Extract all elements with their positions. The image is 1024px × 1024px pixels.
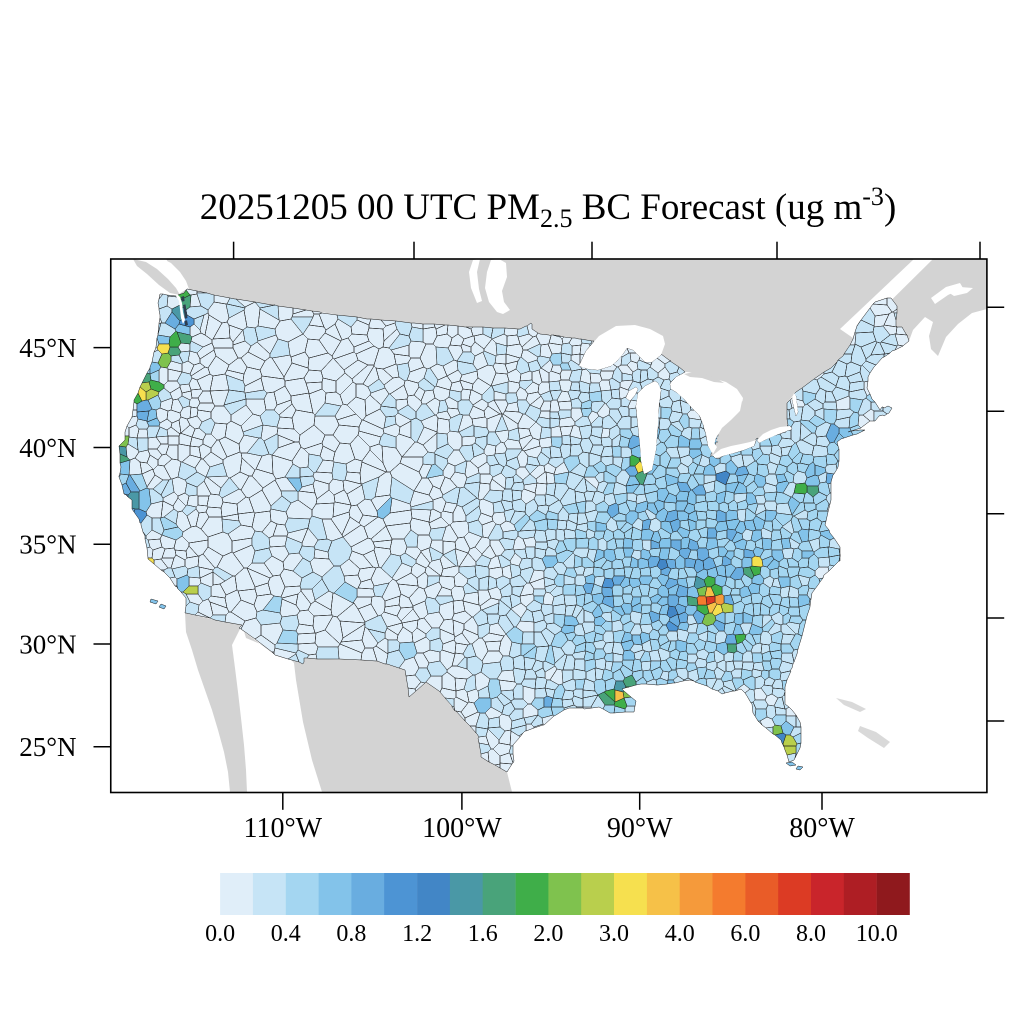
svg-text:110°W: 110°W	[244, 813, 323, 844]
svg-text:30°N: 30°N	[19, 630, 76, 660]
svg-text:35°N: 35°N	[19, 530, 76, 560]
svg-text:8.0: 8.0	[796, 921, 826, 947]
svg-text:0.0: 0.0	[205, 921, 235, 947]
svg-text:4.0: 4.0	[665, 921, 695, 947]
svg-text:2.0: 2.0	[533, 921, 563, 947]
svg-text:80°W: 80°W	[789, 813, 855, 844]
svg-text:45°N: 45°N	[19, 333, 76, 363]
svg-text:3.0: 3.0	[599, 921, 629, 947]
svg-text:100°W: 100°W	[422, 813, 502, 844]
svg-text:0.4: 0.4	[271, 921, 301, 947]
svg-text:90°W: 90°W	[607, 813, 673, 844]
svg-text:40°N: 40°N	[19, 433, 76, 463]
svg-text:1.6: 1.6	[468, 921, 498, 947]
svg-text:6.0: 6.0	[730, 921, 760, 947]
svg-text:10.0: 10.0	[856, 921, 898, 947]
svg-text:25°N: 25°N	[19, 732, 76, 762]
svg-text:0.8: 0.8	[336, 921, 366, 947]
svg-text:1.2: 1.2	[402, 921, 432, 947]
